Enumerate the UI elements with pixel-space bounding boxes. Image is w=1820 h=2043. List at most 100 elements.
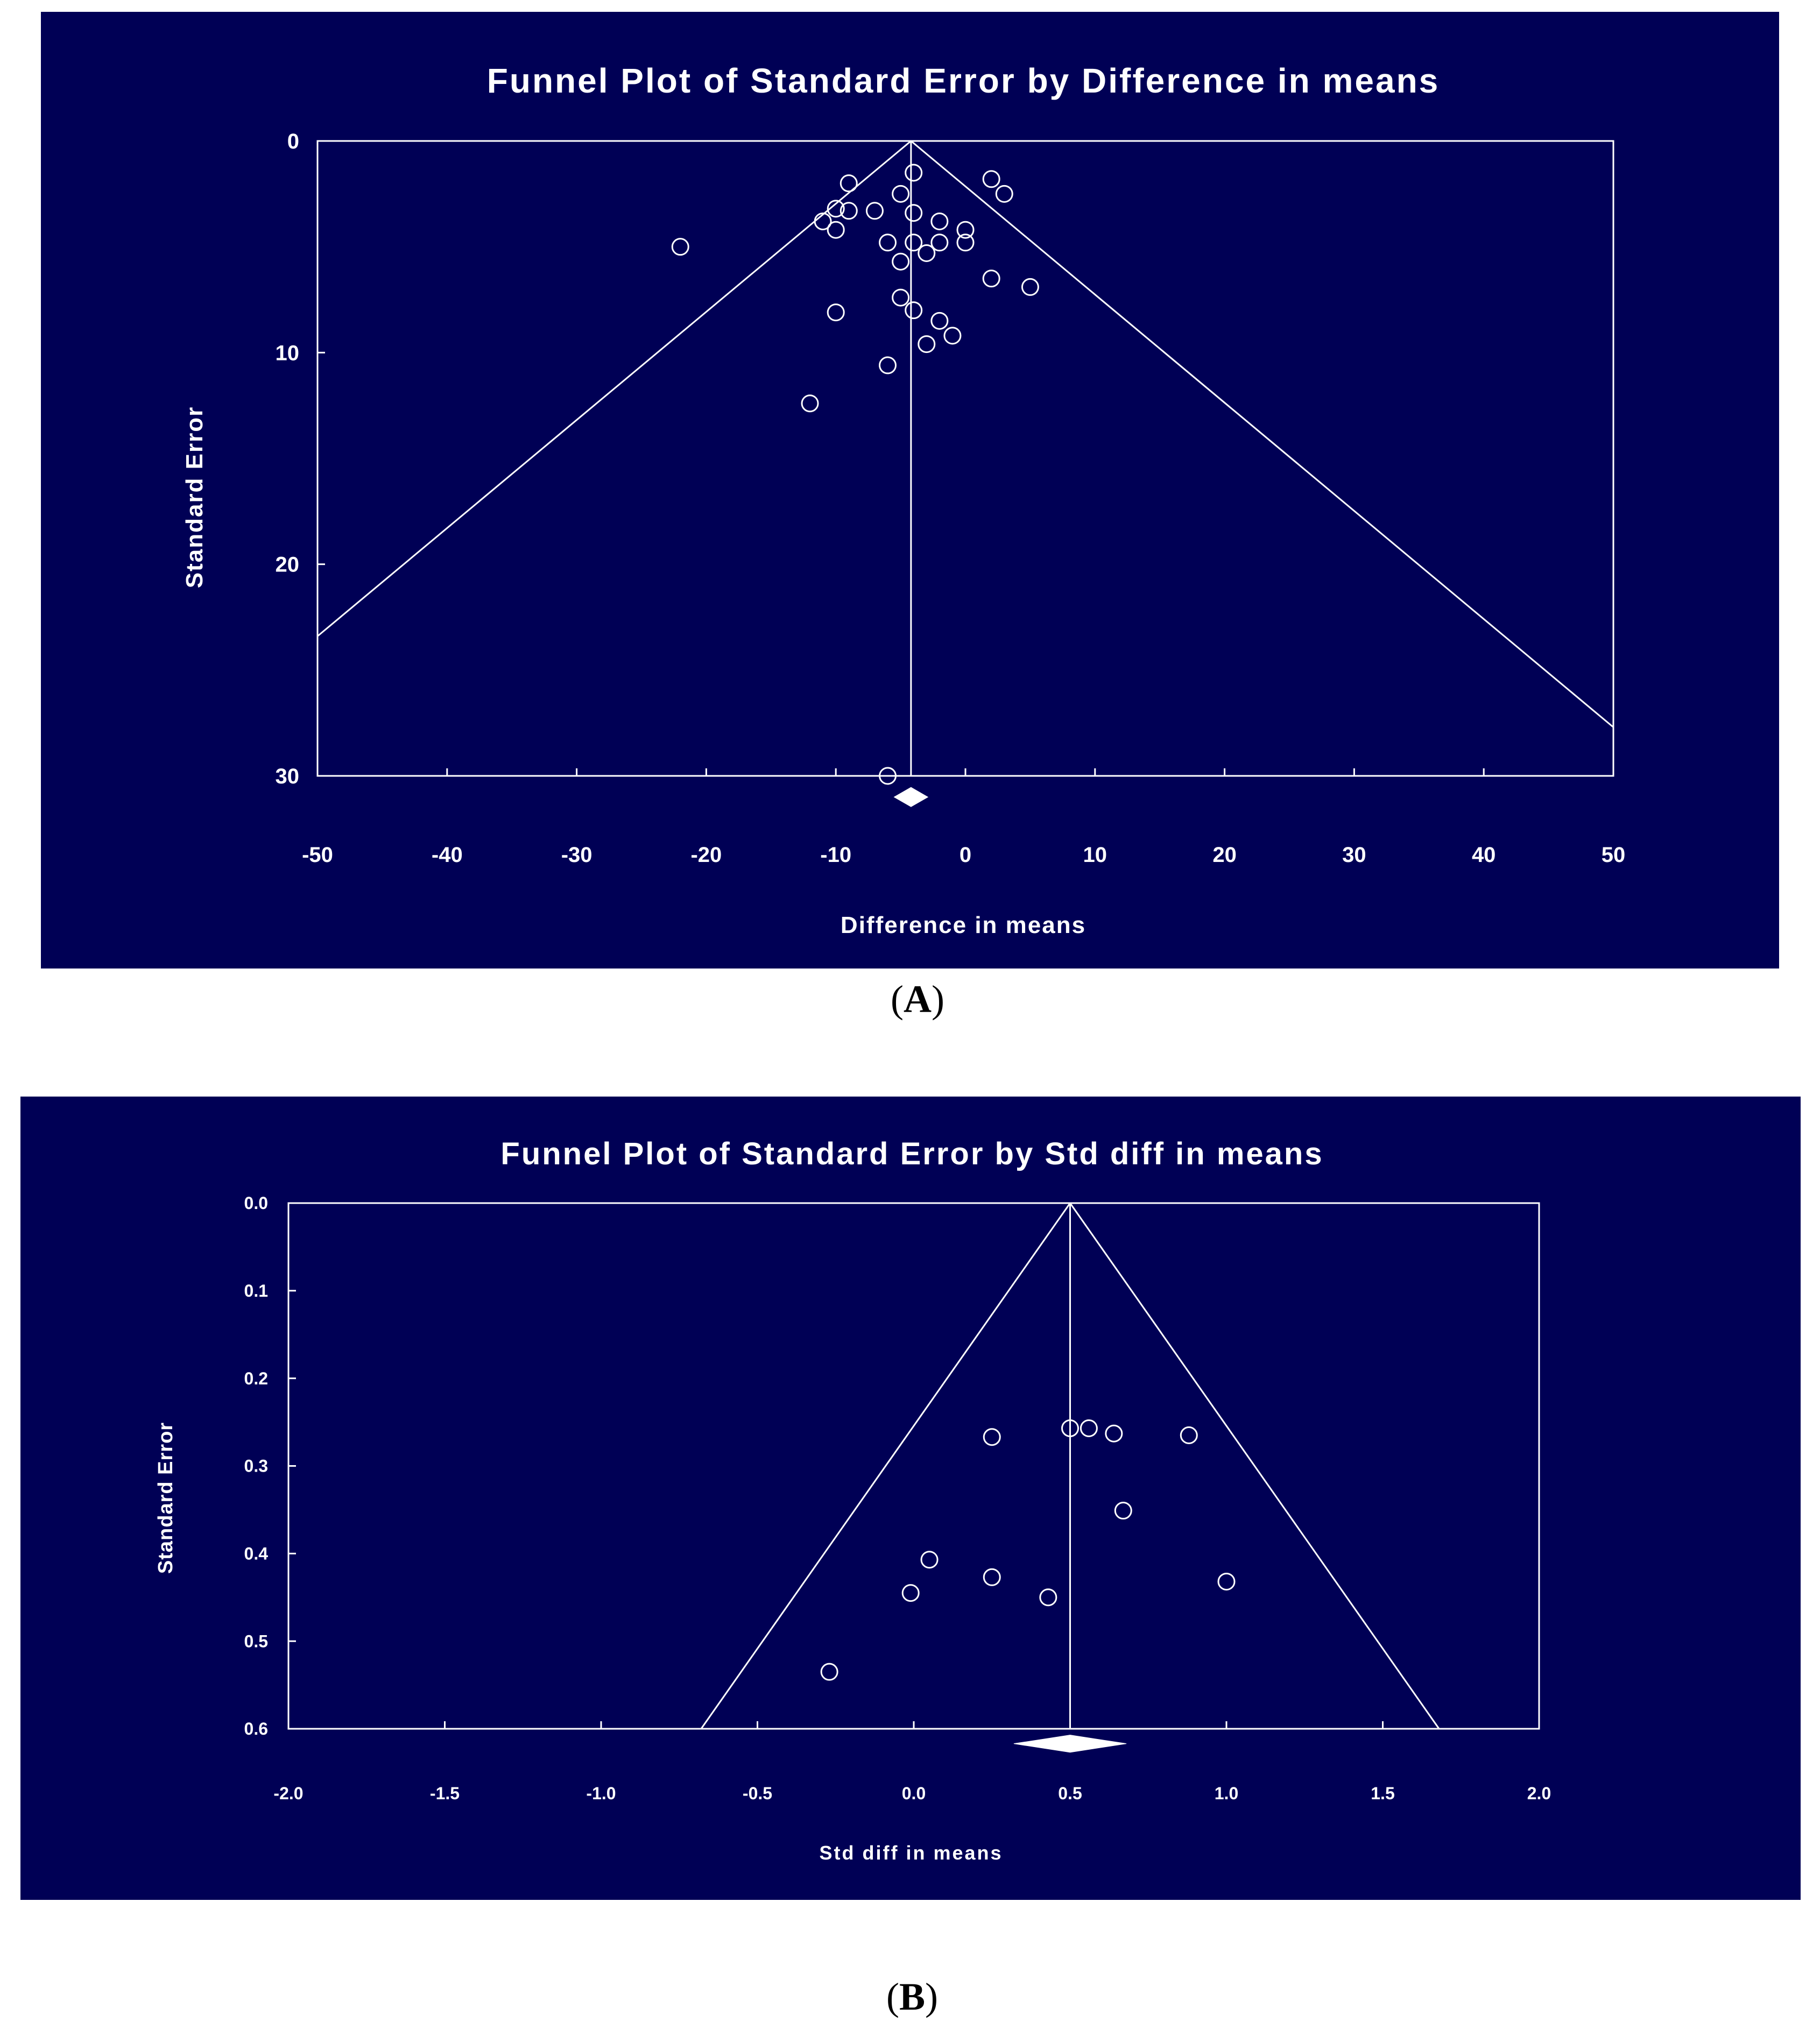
funnel-left-line: [700, 1203, 1071, 1729]
data-point: [956, 234, 975, 252]
funnel-group: [318, 141, 1613, 776]
x-tick-label: 1.5: [1371, 1784, 1394, 1803]
data-point: [892, 288, 910, 307]
data-point: [1080, 1419, 1098, 1437]
funnel-right-line: [1069, 1203, 1440, 1729]
data-point: [1180, 1426, 1198, 1445]
data-point: [930, 312, 949, 330]
data-point: [814, 212, 832, 230]
data-point: [840, 174, 858, 193]
x-tick-label: -0.5: [743, 1784, 772, 1803]
data-point: [1021, 278, 1039, 296]
caption-b-open: (: [886, 1975, 899, 2018]
data-point: [820, 1663, 838, 1681]
data-point: [983, 1568, 1001, 1586]
caption-a-letter: A: [904, 978, 932, 1021]
data-point: [879, 234, 897, 252]
chart-title: Funnel Plot of Standard Error by Std dif…: [500, 1136, 1323, 1171]
funnel-left-line: [318, 141, 912, 637]
data-point: [982, 170, 1000, 188]
y-tick-label: 0.5: [244, 1631, 268, 1651]
y-tick-label: 0.0: [244, 1193, 268, 1213]
data-point: [827, 303, 845, 322]
chart-title: Funnel Plot of Standard Error by Differe…: [487, 61, 1440, 100]
y-axis-label: Standard Error: [181, 406, 208, 589]
x-axis-label: Difference in means: [841, 912, 1086, 938]
plot-area-frame: [316, 140, 1614, 777]
x-tick-label: 50: [1602, 843, 1626, 867]
data-point: [1061, 1419, 1079, 1437]
y-axis-label: Standard Error: [154, 1422, 177, 1574]
data-point: [905, 234, 923, 252]
y-tick-label: 0.1: [244, 1281, 268, 1300]
x-tick-label: -30: [561, 843, 592, 867]
caption-b-letter: B: [899, 1975, 926, 2018]
y-tick-label: 30: [276, 765, 300, 788]
data-point: [930, 234, 949, 252]
data-point: [918, 335, 936, 354]
caption-b-close: ): [925, 1975, 938, 2018]
data-point: [905, 204, 923, 222]
data-point: [905, 164, 923, 182]
data-point: [918, 244, 936, 262]
caption-a-open: (: [891, 978, 904, 1021]
y-tick-label: 20: [276, 553, 300, 577]
x-tick-label: 40: [1472, 843, 1496, 867]
x-tick-label: 0.5: [1058, 1784, 1082, 1803]
x-tick-label: -2.0: [273, 1784, 303, 1803]
x-tick-label: -1.0: [586, 1784, 616, 1803]
data-point: [801, 394, 819, 413]
data-point: [879, 356, 897, 374]
y-tick-label: 10: [276, 341, 300, 365]
y-tick-label: 0: [287, 130, 299, 153]
caption-a-close: ): [932, 978, 944, 1021]
data-point: [840, 202, 858, 220]
data-point: [671, 238, 689, 256]
x-axis-label: Std diff in means: [819, 1842, 1003, 1864]
data-point: [943, 327, 962, 345]
data-point: [1114, 1502, 1132, 1520]
caption-b: (B): [831, 1975, 993, 2019]
x-tick-label: -10: [820, 843, 851, 867]
x-tick-label: 0.0: [902, 1784, 926, 1803]
plot-area-frame: [287, 1202, 1540, 1730]
data-point: [879, 767, 897, 785]
summary-diamond: [893, 787, 929, 807]
x-tick-label: -50: [302, 843, 333, 867]
data-point: [892, 185, 910, 203]
funnel-right-line: [910, 141, 1613, 728]
caption-a: (A): [837, 977, 998, 1022]
data-point: [920, 1551, 939, 1569]
y-tick-label: 0.3: [244, 1457, 268, 1476]
summary-diamond: [1013, 1735, 1127, 1753]
data-point: [1105, 1424, 1123, 1443]
x-tick-label: 10: [1083, 843, 1107, 867]
funnel-plot-a-svg: Funnel Plot of Standard Error by Differe…: [181, 61, 1626, 938]
data-point: [827, 200, 845, 218]
x-tick-label: -20: [690, 843, 722, 867]
data-point: [865, 202, 884, 220]
data-point: [1217, 1572, 1236, 1590]
x-tick-label: 30: [1342, 843, 1366, 867]
data-point: [956, 221, 975, 239]
x-tick-label: 20: [1212, 843, 1237, 867]
data-point: [995, 185, 1013, 203]
data-point: [982, 270, 1000, 288]
funnel-plot-b: Funnel Plot of Standard Error by Std dif…: [20, 1097, 1801, 1900]
x-tick-label: -1.5: [430, 1784, 460, 1803]
data-point: [930, 212, 949, 230]
x-tick-label: 1.0: [1215, 1784, 1238, 1803]
data-point: [983, 1428, 1001, 1446]
y-tick-label: 0.6: [244, 1719, 268, 1738]
y-tick-label: 0.4: [244, 1544, 269, 1564]
x-tick-label: 2.0: [1527, 1784, 1551, 1803]
data-point: [827, 221, 845, 239]
funnel-plot-a: Funnel Plot of Standard Error by Differe…: [41, 12, 1779, 969]
funnel-group: [700, 1203, 1440, 1729]
funnel-plot-b-svg: Funnel Plot of Standard Error by Std dif…: [154, 1136, 1551, 1864]
data-point: [1039, 1588, 1057, 1607]
x-tick-label: -40: [432, 843, 463, 867]
data-point: [901, 1584, 920, 1602]
data-point: [892, 252, 910, 271]
y-tick-label: 0.2: [244, 1369, 268, 1388]
